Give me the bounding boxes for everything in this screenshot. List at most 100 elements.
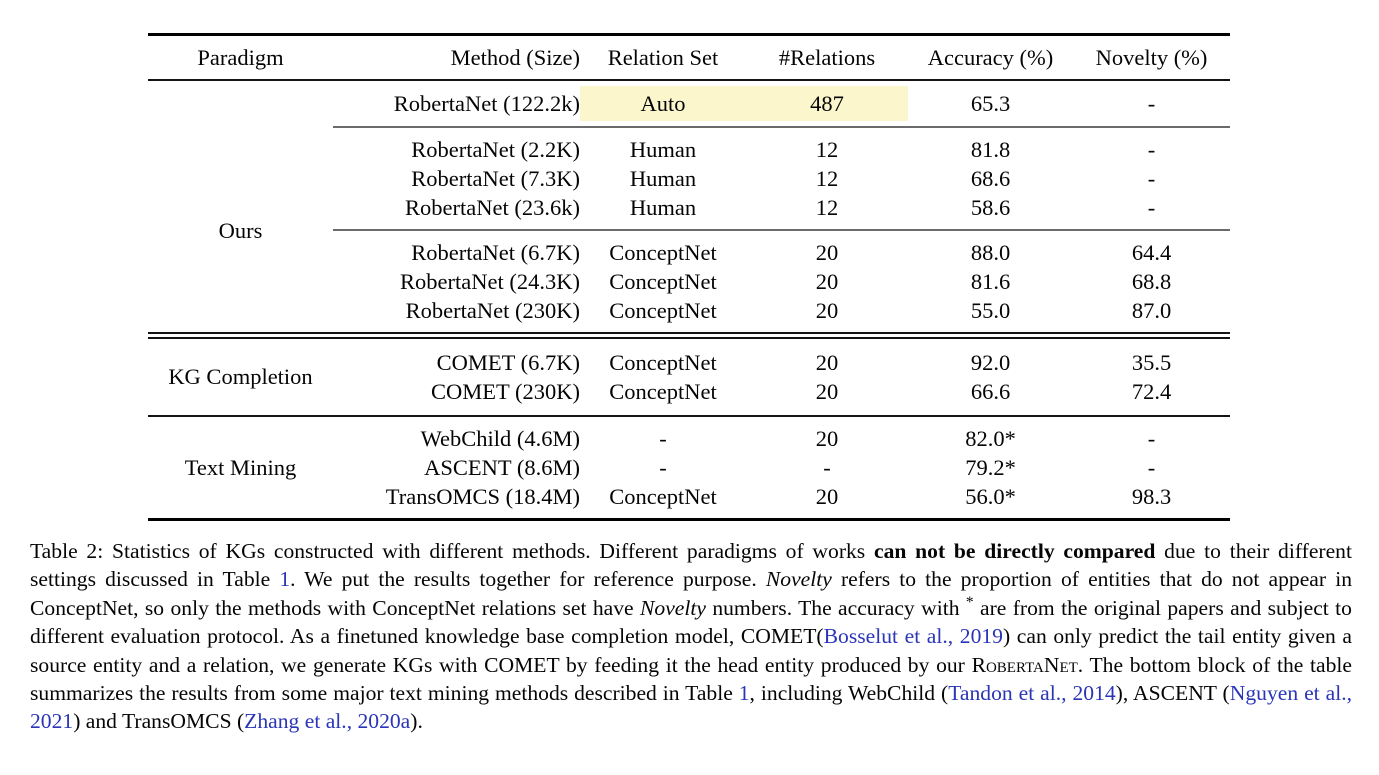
cell-n-relations: 12 — [815, 165, 839, 191]
col-header-method-size: Method (Size) — [450, 44, 580, 70]
cell-relation-set: ConceptNet — [609, 239, 717, 265]
cell-relation-set: ConceptNet — [609, 268, 717, 294]
cell-relation-set: ConceptNet — [609, 297, 717, 323]
table-row: RobertaNet (122.2k) Auto 487 65.3 - — [333, 86, 1230, 121]
cell-novelty: 72.4 — [1131, 378, 1172, 404]
citation-link[interactable]: Zhang et al., 2020a — [244, 709, 411, 734]
cell-novelty: - — [1147, 425, 1156, 451]
cell-novelty: 87.0 — [1131, 297, 1172, 323]
cell-relation-set: ConceptNet — [609, 349, 717, 375]
cell-relation-set: ConceptNet — [609, 378, 717, 404]
cell-n-relations: 20 — [815, 268, 839, 294]
double-rule — [148, 332, 1230, 339]
cell-method: RobertaNet (6.7K) — [411, 239, 580, 265]
group-rows: COMET (6.7K) ConceptNet 20 92.0 35.5 COMET (2… — [333, 339, 1230, 415]
cell-n-relations: 20 — [815, 378, 839, 404]
paradigm-group: KG Completion COMET (6.7K) ConceptNet 20 92.… — [148, 339, 1230, 415]
cell-relation-set: - — [659, 454, 667, 480]
paradigm-label: KG Completion — [168, 364, 313, 389]
cell-novelty: - — [1147, 165, 1156, 191]
col-header-num-relations: #Relations — [778, 44, 876, 70]
table-caption: Table 2: Statistics of KGs constructed w… — [30, 537, 1352, 736]
table-row: RobertaNet (230K) ConceptNet 20 55.0 87.0 — [333, 296, 1230, 325]
paradigm-label: Ours — [218, 217, 263, 243]
cell-relation-set: ConceptNet — [609, 483, 717, 509]
table-row: RobertaNet (2.2K) Human 12 81.8 - — [333, 135, 1230, 164]
cell-method: COMET (6.7K) — [436, 349, 580, 375]
caption-text: , including WebChild ( — [749, 681, 949, 706]
cell-method: RobertaNet (23.6k) — [405, 194, 580, 220]
citation-link[interactable]: Bosselut et al., 2019 — [823, 624, 1003, 649]
group-rows: RobertaNet (122.2k) Auto 487 65.3- RobertaNe… — [333, 81, 1230, 332]
col-header-accuracy: Accuracy (%) — [927, 44, 1054, 70]
citation-link[interactable]: Tandon et al., 2014 — [948, 681, 1116, 706]
table-row: COMET (6.7K) ConceptNet 20 92.0 35.5 — [333, 348, 1230, 377]
caption-superscript: * — [965, 593, 974, 611]
cell-accuracy: 58.6 — [970, 194, 1011, 220]
cell-n-relations: 20 — [815, 425, 839, 451]
statistics-table: Paradigm Method (Size) Relation Set #Rel… — [148, 33, 1230, 521]
cell-method: RobertaNet (122.2k) — [393, 90, 580, 116]
cell-novelty: - — [1147, 194, 1156, 220]
col-header-relation-set: Relation Set — [607, 44, 719, 70]
cell-novelty: - — [1147, 454, 1156, 480]
caption-text: ) and TransOMCS ( — [73, 709, 245, 734]
citation-link[interactable]: 1 — [738, 681, 750, 706]
cell-relation-set: Auto — [580, 86, 746, 121]
table-row: RobertaNet (23.6k) Human 12 58.6 - — [333, 193, 1230, 222]
citation-link[interactable]: 1 — [279, 567, 291, 592]
citation-link[interactable]: Nguyen et al., 2021 — [30, 681, 1352, 734]
cell-method: RobertaNet (24.3K) — [400, 268, 580, 294]
cell-accuracy: 55.0 — [970, 297, 1011, 323]
cell-accuracy: 92.0 — [970, 349, 1011, 375]
paradigm-group: Text Mining WebChild (4.6M) -20 82.0* - ASCEN… — [148, 417, 1230, 518]
cell-method: RobertaNet (2.2K) — [411, 136, 580, 162]
cell-novelty: 64.4 — [1131, 239, 1172, 265]
group-rows: WebChild (4.6M) - 20 82.0* - ASCENT (8.6M) - - 7… — [333, 417, 1230, 518]
caption-smallcaps-text: RobertaNet — [971, 652, 1078, 677]
table-row: RobertaNet (24.3K) ConceptNet 20 81.6 68.8 — [333, 267, 1230, 296]
caption-text: ). — [410, 709, 423, 734]
caption-text: are from the original papers and subject… — [30, 595, 1352, 649]
cell-novelty: 35.5 — [1131, 349, 1172, 375]
caption-text: . We put the results together for refere… — [290, 567, 766, 592]
cell-relation-set: Human — [629, 165, 697, 191]
cell-novelty: 68.8 — [1131, 268, 1172, 294]
cell-n-relations: - — [823, 454, 831, 480]
table-row: WebChild (4.6M) - 20 82.0* - — [333, 424, 1230, 453]
caption-text: ) can only predict the tail entity given… — [30, 624, 1353, 677]
cell-relation-set: - — [659, 425, 667, 451]
cell-novelty: - — [1147, 136, 1156, 162]
table-row: COMET (230K) ConceptNet 20 66.6 72.4 — [333, 377, 1230, 406]
cell-method: ASCENT (8.6M) — [424, 454, 580, 480]
cell-accuracy: 56.0* — [965, 483, 1016, 509]
caption-text: Table 2: Statistics of KGs constructed w… — [30, 539, 874, 563]
caption-text: ), ASCENT ( — [1115, 681, 1230, 706]
col-header-novelty: Novelty (%) — [1095, 44, 1208, 70]
bottom-rule — [148, 518, 1230, 521]
caption-text: refers to the proportion of entities tha… — [30, 567, 1352, 620]
cell-relation-set: Human — [629, 136, 697, 162]
caption-text: . The bottom block of the table summariz… — [30, 652, 1352, 706]
cell-n-relations: 12 — [815, 136, 839, 162]
cell-method: RobertaNet (7.3K) — [411, 165, 580, 191]
cell-method: COMET (230K) — [431, 378, 580, 404]
cell-accuracy: 79.2* — [965, 454, 1016, 480]
cell-accuracy: 66.6 — [970, 378, 1011, 404]
cell-method: TransOMCS (18.4M) — [385, 483, 580, 509]
paradigm-label: Text Mining — [184, 454, 297, 480]
cell-accuracy: 68.6 — [970, 165, 1011, 191]
table-header-row: Paradigm Method (Size) Relation Set #Rel… — [148, 36, 1230, 79]
cell-method: RobertaNet (230K) — [405, 297, 580, 323]
paradigm-group: Ours RobertaNet (122.2k) Auto 487 65.3- Rober… — [148, 81, 1230, 332]
caption-text: numbers. The accuracy with — [705, 595, 966, 620]
caption-italic-text: Novelty — [640, 595, 706, 620]
caption-italic-text: Novelty — [765, 567, 832, 592]
caption-text: due to their different settings discusse… — [30, 539, 1352, 592]
cell-novelty: 98.3 — [1131, 483, 1172, 509]
cell-accuracy: 88.0 — [970, 239, 1011, 265]
cell-novelty: - — [1147, 90, 1156, 116]
table-row: TransOMCS (18.4M) ConceptNet 20 56.0* 98.3 — [333, 482, 1230, 511]
cell-n-relations: 20 — [815, 349, 839, 375]
cell-n-relations: 12 — [815, 194, 839, 220]
